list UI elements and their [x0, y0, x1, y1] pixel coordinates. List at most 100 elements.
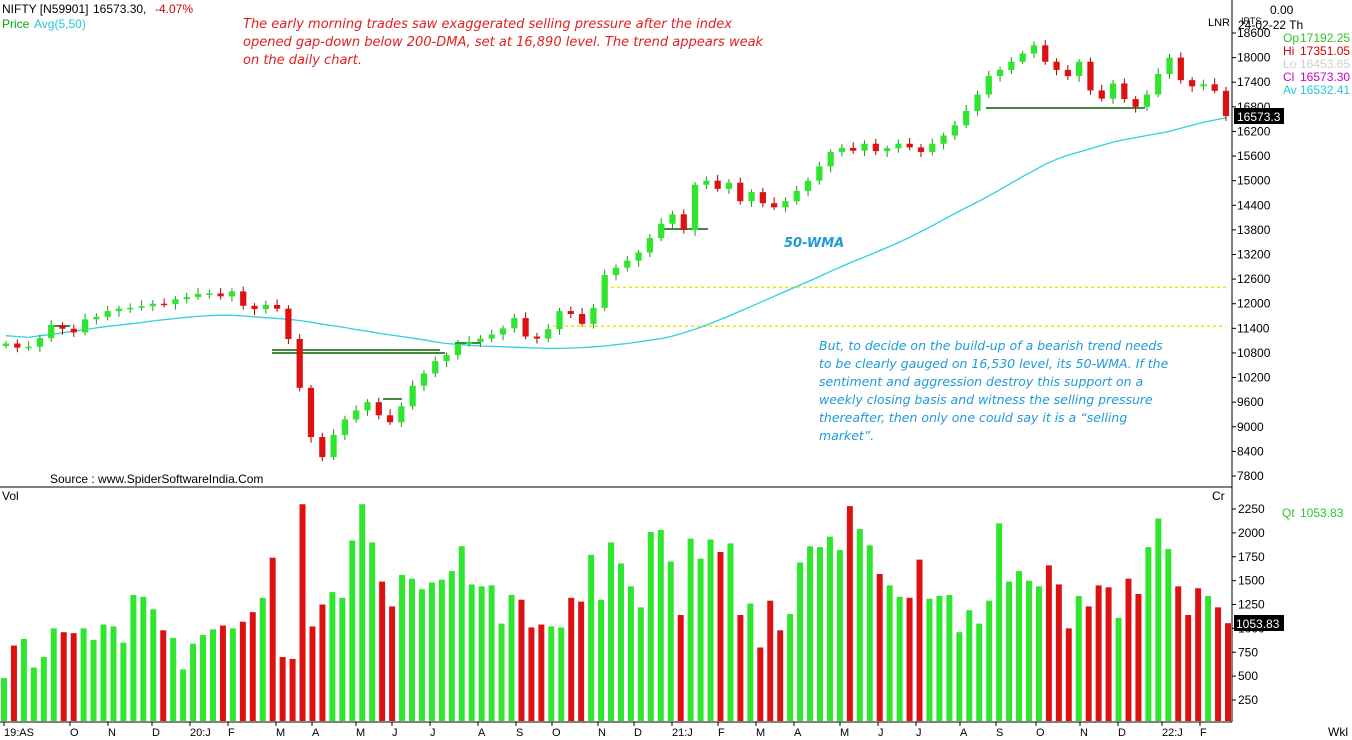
candle-body	[579, 313, 586, 324]
candle-body	[737, 182, 744, 202]
volume-bar	[797, 562, 804, 721]
volume-bar	[817, 547, 823, 721]
candle-body	[251, 305, 258, 310]
candle-body	[601, 275, 608, 308]
candle-body	[127, 307, 134, 310]
candle-body	[996, 69, 1004, 77]
volume-bar	[1095, 585, 1102, 721]
candle-body	[228, 291, 236, 297]
candle-body	[149, 303, 156, 307]
candle-body	[1098, 90, 1105, 99]
candle-body	[1109, 83, 1117, 99]
volume-tick-label: 250	[1238, 693, 1258, 707]
ohlc-label: Lo	[1283, 57, 1297, 71]
volume-bar	[1, 678, 7, 721]
candle-body	[93, 316, 100, 320]
volume-bars	[1, 504, 1231, 721]
x-tick-label: N	[598, 727, 606, 739]
candle-body	[624, 260, 631, 268]
candle-body	[386, 415, 394, 423]
candle-body	[36, 338, 43, 347]
volume-bar	[558, 627, 565, 721]
volume-qty-label: Qt	[1282, 506, 1295, 520]
candle-body	[330, 434, 337, 458]
volume-bar	[548, 626, 555, 721]
volume-bar	[299, 504, 306, 721]
volume-bar	[60, 632, 67, 721]
volume-bar	[200, 635, 207, 721]
ohlc-label: Op	[1283, 31, 1299, 45]
x-tick-label: A	[794, 727, 802, 739]
candle-body	[1132, 99, 1139, 107]
volume-bar	[369, 542, 376, 721]
volume-bar	[1085, 606, 1092, 721]
volume-bar	[90, 639, 97, 721]
candle-body	[985, 76, 992, 95]
price-tick-label: 12600	[1237, 272, 1271, 286]
candle-body	[1143, 94, 1151, 107]
volume-bar	[747, 603, 754, 721]
candle-body	[217, 293, 224, 297]
x-tick-label: D	[1118, 727, 1126, 739]
volume-bar	[458, 546, 465, 721]
candle-body	[680, 214, 687, 230]
price-tick-label: 7800	[1237, 469, 1264, 483]
candle-body	[658, 223, 665, 239]
candle-body	[172, 299, 179, 305]
volume-bar	[100, 624, 107, 721]
x-tick-label: M	[756, 727, 765, 739]
x-tick-label: O	[1036, 727, 1045, 739]
candle-body	[635, 252, 642, 261]
volume-bar	[30, 667, 37, 721]
volume-bar	[936, 595, 943, 721]
volume-bar	[160, 630, 167, 721]
volume-bar	[538, 624, 545, 721]
volume-bar	[50, 628, 57, 721]
volume-bar	[40, 657, 47, 721]
candle-body	[522, 318, 529, 337]
current-price-tag: 16573.3	[1237, 110, 1281, 124]
candle-body	[556, 311, 563, 330]
x-tick-label: F	[718, 727, 725, 739]
candle-body	[194, 293, 202, 298]
candles	[2, 39, 1230, 462]
volume-bar	[598, 599, 605, 721]
volume-bar	[647, 531, 654, 721]
volume-bar	[110, 626, 117, 721]
volume-bar	[896, 596, 903, 721]
date-tag: 24-02-22 Th	[1238, 18, 1303, 32]
volume-current-tag-bg	[1234, 615, 1284, 631]
candle-body	[1200, 84, 1207, 87]
top-note-line: on the daily chart.	[243, 53, 362, 68]
x-tick-label: A	[312, 727, 320, 739]
price-tick-label: 18600	[1237, 26, 1271, 40]
volume-bar	[846, 506, 853, 721]
volume-bar	[528, 627, 535, 721]
top-note-line: The early morning trades saw exaggerated…	[243, 17, 732, 32]
candle-body	[816, 166, 823, 181]
volume-bar	[946, 594, 953, 721]
x-tick-label: J	[392, 727, 398, 739]
candle-body	[262, 304, 269, 310]
candle-body	[319, 437, 326, 458]
price-tick-label: 15000	[1237, 174, 1271, 188]
wma-line	[5, 117, 1227, 350]
volume-bar	[777, 630, 784, 721]
x-tick-label: N	[108, 727, 116, 739]
ohlc-value: 16573.30	[1300, 70, 1350, 84]
volume-bar	[448, 571, 455, 721]
x-tick-label: 19:AS	[4, 727, 34, 739]
volume-bar	[339, 597, 346, 721]
candle-body	[974, 94, 981, 111]
volume-y-labels: 225020001750150012501000750500250	[1232, 502, 1265, 707]
candle-body	[341, 419, 348, 435]
candle-body	[1042, 45, 1049, 62]
candle-body	[1053, 61, 1060, 70]
volume-bar	[996, 523, 1003, 721]
candle-body	[1155, 74, 1162, 95]
volume-bar	[329, 592, 336, 721]
candle-body	[296, 338, 303, 388]
price-tick-label: 13200	[1237, 248, 1271, 262]
top-note-line: opened gap-down below 200-DMA, set at 16…	[243, 35, 764, 50]
volume-bar	[1155, 518, 1162, 721]
